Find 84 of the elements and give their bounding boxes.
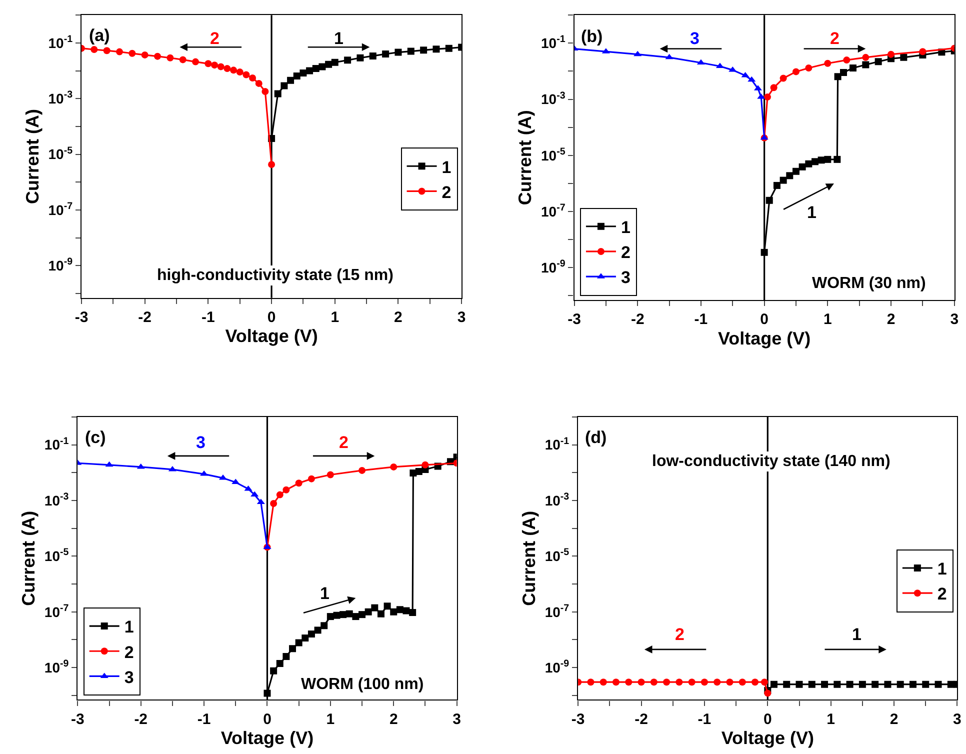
- x-tick-label: 2: [389, 710, 398, 728]
- x-axis-title: Voltage (V): [225, 326, 318, 346]
- x-tick-label: -1: [698, 710, 712, 728]
- annotation: (a): [89, 26, 110, 45]
- x-tick-label: 0: [263, 710, 272, 728]
- y-tick-label: 10$^{-1}$: [541, 34, 566, 52]
- y-tick-label: 10$^{-3}$: [48, 90, 74, 107]
- x-tick-label: -3: [71, 710, 84, 728]
- legend-label: 2: [442, 182, 452, 202]
- x-tick-label: 2: [886, 311, 896, 328]
- x-tick-label: 0: [760, 311, 768, 328]
- annotation: 2: [830, 29, 840, 48]
- annotation: 1: [320, 584, 330, 603]
- legend-label: 3: [620, 268, 630, 288]
- legend-label: 3: [124, 668, 134, 687]
- y-tick-label: 10$^{-1}$: [48, 34, 74, 51]
- annotation: low-conductivity state (140 nm): [652, 453, 890, 470]
- y-tick-label: 10$^{-7}$: [544, 602, 570, 620]
- legend-label: 1: [124, 618, 134, 637]
- x-tick-label: 3: [452, 710, 461, 728]
- x-tick-label: -1: [197, 710, 211, 728]
- legend-label: 2: [620, 243, 630, 262]
- x-tick-label: -2: [634, 710, 648, 728]
- y-tick-label: 10$^{-3}$: [541, 90, 566, 108]
- annotation: 3: [196, 433, 206, 452]
- y-axis-title: Current (A): [515, 110, 536, 206]
- y-tick-label: 10$^{-9}$: [541, 258, 566, 276]
- annotation: (b): [581, 27, 603, 46]
- x-tick-label: 2: [394, 308, 402, 326]
- x-tick-label: -1: [202, 308, 215, 326]
- y-tick-label: 10$^{-9}$: [544, 658, 570, 676]
- y-tick-label: 10$^{-3}$: [544, 492, 570, 508]
- x-tick-label: 3: [950, 311, 959, 328]
- y-axis-title: Current (A): [18, 510, 39, 606]
- legend-label: 2: [124, 642, 134, 662]
- x-tick-label: -3: [568, 311, 581, 328]
- legend-label: 1: [442, 158, 452, 177]
- annotation: 1: [852, 625, 862, 644]
- y-tick-label: 10$^{-9}$: [44, 658, 70, 676]
- x-tick-label: -3: [74, 308, 88, 326]
- y-tick-label: 10$^{-7}$: [541, 202, 566, 220]
- x-tick-label: -3: [571, 710, 585, 728]
- y-tick-label: 10$^{-5}$: [44, 547, 70, 564]
- y-tick-label: 10$^{-1}$: [44, 436, 70, 453]
- annotation: (c): [85, 428, 106, 447]
- x-tick-label: 0: [763, 710, 772, 728]
- y-tick-label: 10$^{-5}$: [544, 547, 570, 564]
- x-tick-label: 1: [823, 311, 832, 328]
- annotation: 2: [339, 433, 348, 452]
- legend-label: 1: [937, 560, 947, 579]
- y-tick-label: 10$^{-5}$: [541, 146, 566, 164]
- x-tick-label: -2: [138, 308, 152, 326]
- x-tick-label: 0: [267, 308, 276, 326]
- annotation: 2: [675, 625, 684, 644]
- legend-label: 1: [620, 218, 630, 237]
- x-tick-label: 2: [890, 710, 898, 728]
- annotation: 1: [807, 203, 816, 222]
- x-tick-label: 3: [457, 308, 466, 326]
- annotation: 3: [690, 29, 700, 48]
- x-axis-title: Voltage (V): [718, 328, 811, 348]
- annotation: WORM (100 nm): [301, 676, 424, 693]
- x-tick-label: -2: [630, 311, 644, 328]
- x-tick-label: -2: [134, 710, 148, 728]
- x-tick-label: 1: [326, 710, 335, 728]
- x-tick-label: -1: [694, 311, 708, 328]
- x-tick-label: 3: [953, 710, 962, 728]
- annotation: WORM (30 nm): [812, 275, 926, 292]
- y-tick-label: 10$^{-7}$: [44, 602, 70, 620]
- x-axis-title: Voltage (V): [220, 728, 314, 748]
- y-tick-label: 10$^{-5}$: [48, 145, 74, 162]
- x-axis-title: Voltage (V): [721, 728, 814, 748]
- x-tick-label: 1: [330, 308, 340, 326]
- annotation: (d): [585, 428, 607, 447]
- x-tick-label: 1: [826, 710, 836, 728]
- y-tick-label: 10$^{-3}$: [44, 492, 70, 508]
- y-tick-label: 10$^{-7}$: [48, 201, 74, 218]
- y-tick-label: 10$^{-9}$: [48, 256, 74, 274]
- y-tick-label: 10$^{-1}$: [544, 436, 570, 453]
- y-axis-title: Current (A): [519, 510, 540, 606]
- legend-label: 2: [937, 584, 947, 604]
- annotation: 2: [210, 29, 220, 48]
- annotation: high-conductivity state (15 nm): [157, 267, 394, 284]
- y-axis-title: Current (A): [22, 108, 42, 204]
- annotation: 1: [334, 29, 344, 48]
